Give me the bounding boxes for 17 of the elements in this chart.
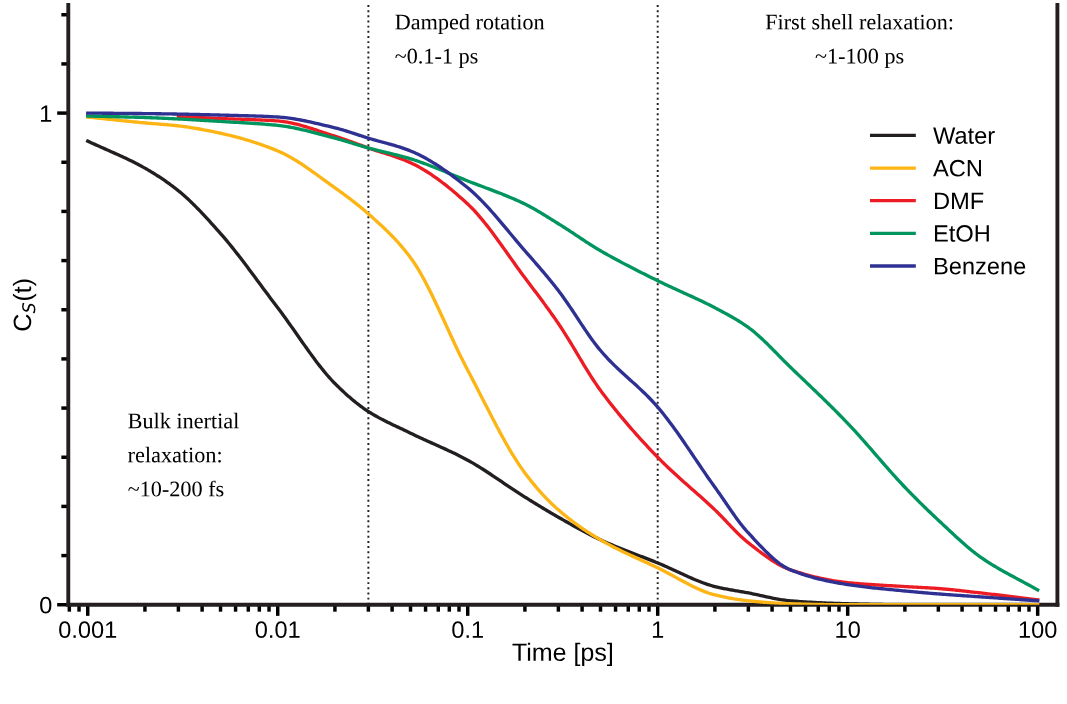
annotation: First shell relaxation: ~1-100 ps [765,13,953,69]
x-axis-title: Time [ps] [512,642,612,667]
legend-label: Water [933,127,995,144]
legend-label: ACN [933,159,981,177]
x-tick-label: 1 [652,621,664,638]
legend-label: DMF [934,192,984,209]
x-tick-label: 0.01 [255,621,300,639]
legend-label: EtOH [934,225,989,242]
legend-label: Benzene [934,258,1026,275]
x-tick-label: 0.1 [452,621,483,639]
annotation: Bulk inertial relaxation: ~10-200 fs [128,412,239,497]
y-axis-title: C$_{S}$(t) [12,279,37,331]
x-tick-label: 100 [1019,621,1057,639]
x-tick-label: 0.001 [59,621,117,639]
y-tick-label: 0 [40,596,52,614]
annotation: Damped rotation ~0.1-1 ps [395,13,545,69]
x-tick-label: 10 [836,621,860,639]
